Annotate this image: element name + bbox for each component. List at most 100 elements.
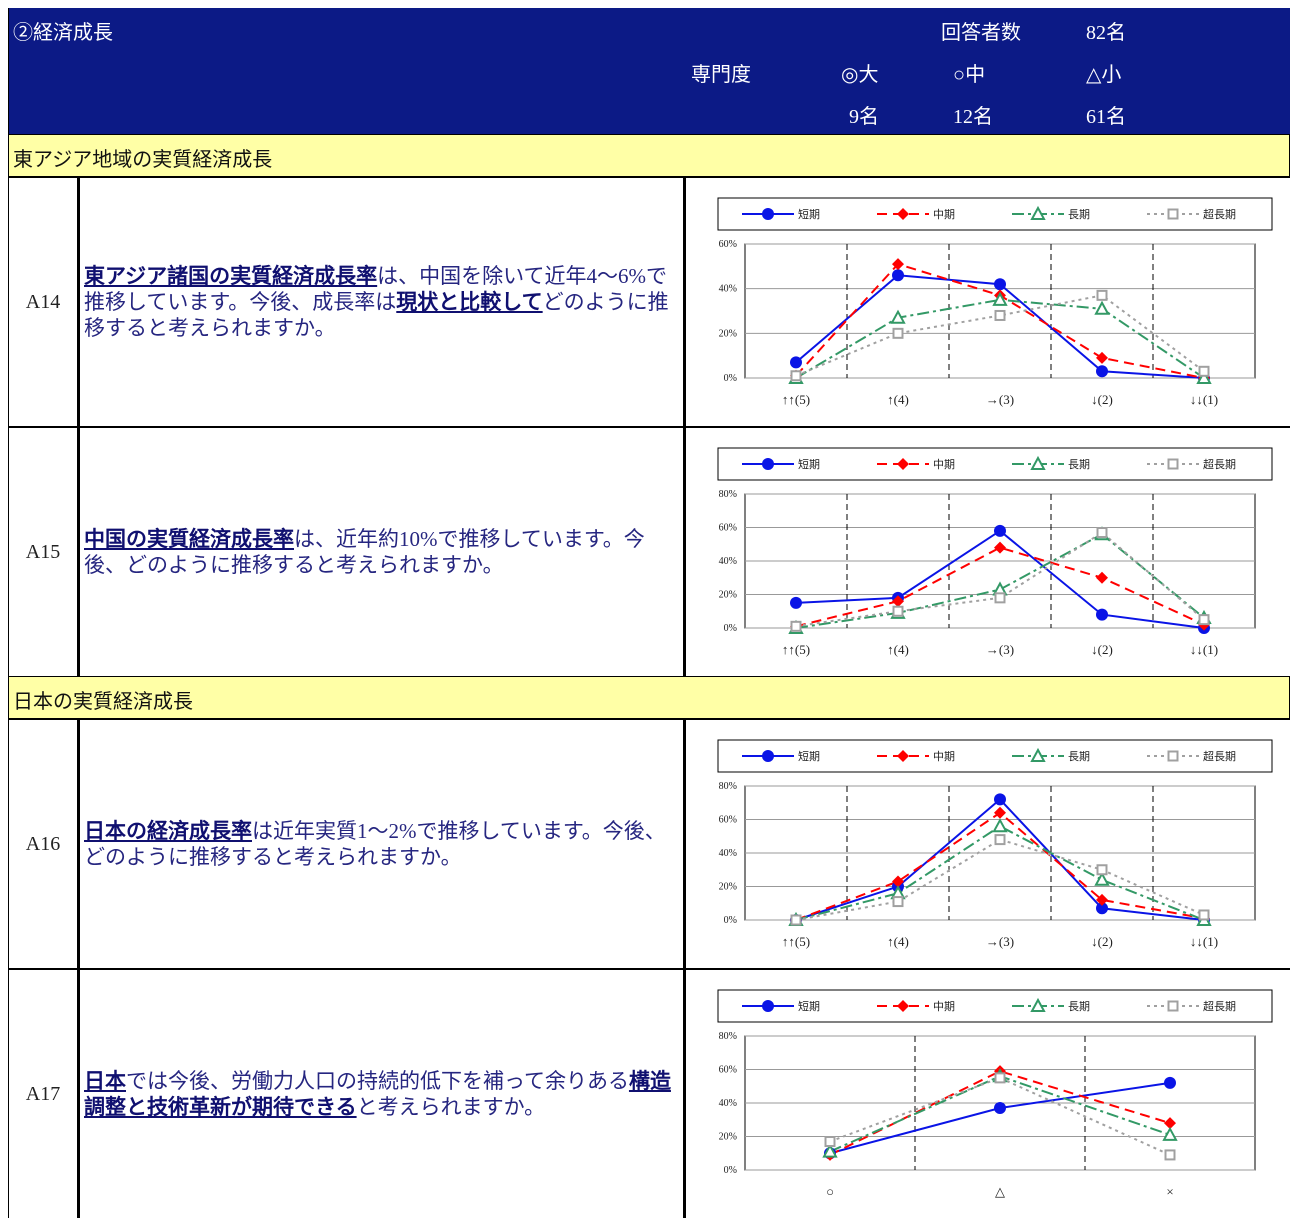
x-tick-label: ↑↑(5)	[782, 934, 810, 949]
marker	[994, 806, 1006, 819]
legend-label: 中期	[933, 458, 955, 471]
y-tick-label: 60%	[719, 239, 737, 250]
marker	[790, 914, 802, 926]
marker	[1096, 902, 1108, 915]
marker	[1096, 893, 1108, 906]
respondents-label: 回答者数	[941, 22, 1021, 44]
question-cell: 中国の実質経済成長率は、近年約10%で推移しています。今後、どのように推移すると…	[80, 428, 686, 676]
marker	[994, 309, 1006, 321]
marker	[1030, 997, 1046, 1012]
question-link[interactable]: 中国の実質経済成長率	[84, 527, 294, 551]
y-tick-label: 0%	[724, 915, 737, 926]
question-link[interactable]: 日本の経済成長率	[84, 819, 252, 843]
header-row: 9名 12名 61名	[8, 92, 1290, 134]
x-tick-label: ↓(2)	[1091, 934, 1113, 949]
legend-box	[717, 989, 1273, 1023]
legend-box	[717, 197, 1273, 231]
legend-label: 長期	[1068, 750, 1090, 763]
marker	[1096, 527, 1108, 539]
legend-label: 短期	[798, 999, 820, 1013]
title: ②経済成長	[13, 22, 113, 44]
legend-label: 超長期	[1203, 207, 1236, 221]
question-segment: どのように推移すると考えられますか。	[84, 290, 669, 340]
legend-label: 超長期	[1203, 749, 1236, 763]
marker	[994, 834, 1006, 846]
question-text: 中国の実質経済成長率は、近年約10%で推移しています。今後、どのように推移すると…	[84, 526, 677, 578]
series-line	[795, 546, 1205, 628]
y-tick-label: 80%	[719, 489, 737, 500]
x-tick-label: ↓↓(1)	[1190, 934, 1218, 949]
y-tick-label: 0%	[724, 1165, 737, 1176]
marker	[1096, 571, 1108, 584]
marker	[762, 750, 774, 762]
chart-cell: 短期 中期 長期 超長期 0% 20% 40% 60% ↑↑(5) ↑(4) →(3) ↓(2) ↓↓(…	[686, 178, 1290, 426]
marker	[994, 1072, 1006, 1084]
question-text: 東アジア諸国の実質経済成長率は、中国を除いて近年4～6%で推移しています。今後、…	[84, 263, 677, 341]
question-link[interactable]: 東アジア諸国の実質経済成長率	[84, 264, 378, 288]
y-tick-label: 40%	[719, 284, 737, 295]
question-link[interactable]: 構造調整と技術革新が期待できる	[84, 1069, 671, 1119]
question-segment: では今後、労働力人口の持続的低下を補って余りある	[126, 1069, 629, 1093]
marker	[824, 1136, 836, 1148]
marker	[994, 592, 1006, 604]
legend-label: 短期	[798, 457, 820, 471]
header-row: 専門度 ◎大 ○中 △小	[8, 50, 1290, 92]
question-segment: は、近年約10%で推移しています。今後、どのように推移すると考えられますか。	[84, 527, 645, 577]
x-tick-label: ↓↓(1)	[1190, 392, 1218, 407]
x-tick-label: →(3)	[986, 642, 1014, 657]
question-link[interactable]: 日本	[84, 1069, 126, 1093]
respondents: 82名	[1086, 22, 1126, 44]
table: ②経済成長 回答者数 82名 専門度 ◎大 ○中 △小 9名 12名 61名 東アジア地…	[8, 8, 1290, 1218]
y-tick-label: 60%	[719, 523, 737, 534]
marker	[994, 541, 1006, 554]
marker	[1162, 1126, 1178, 1141]
marker	[1030, 455, 1046, 470]
marker	[994, 278, 1006, 291]
marker	[790, 356, 802, 369]
question-link[interactable]: 現状と比較して	[396, 290, 543, 314]
x-tick-label: ↑(4)	[887, 934, 909, 949]
legend-label: 中期	[933, 208, 955, 221]
question-row: A14 東アジア諸国の実質経済成長率は、中国を除いて近年4～6%で推移しています。…	[8, 176, 1290, 426]
question-segment: は近年実質1～2%で推移しています。今後、どのように推移すると考えられますか。	[84, 819, 666, 869]
marker	[790, 596, 802, 609]
marker	[1164, 1149, 1176, 1161]
y-tick-label: 0%	[724, 623, 737, 634]
legend-label: 長期	[1068, 458, 1090, 471]
expertise-level: ○中	[953, 64, 986, 86]
expertise-count: 12名	[953, 106, 993, 128]
marker	[762, 458, 774, 470]
expertise-label: 専門度	[691, 64, 751, 86]
question-text: 日本では今後、労働力人口の持続的低下を補って余りある構造調整と技術革新が期待でき…	[84, 1068, 677, 1120]
series-line	[795, 825, 1205, 921]
marker	[1094, 300, 1110, 315]
marker	[890, 309, 906, 324]
question-segment: は、中国を除いて近年4～6%で推移しています。今後、成長率は	[84, 264, 668, 314]
chart: 短期 中期 長期 超長期 0% 20% 40% 60% ↑↑(5) ↑(4) →(3) ↓(2) ↓↓(…	[717, 197, 1273, 407]
marker	[762, 1000, 774, 1012]
legend-label: 中期	[933, 750, 955, 763]
y-tick-label: 60%	[719, 1065, 737, 1076]
marker	[1196, 369, 1212, 384]
legend-label: 短期	[798, 749, 820, 763]
x-tick-label: ×	[1166, 1184, 1173, 1199]
y-tick-label: 20%	[719, 590, 737, 601]
marker	[1198, 614, 1210, 626]
question-id: A17	[8, 970, 80, 1218]
y-tick-label: 20%	[719, 328, 737, 339]
legend-box	[717, 447, 1273, 481]
y-tick-label: 40%	[719, 1098, 737, 1109]
marker	[897, 458, 909, 470]
marker	[1164, 1076, 1176, 1089]
x-tick-label: ↑(4)	[887, 642, 909, 657]
question-segment: と考えられますか。	[356, 1095, 546, 1119]
series-line	[795, 298, 1205, 379]
question-row: A17 日本では今後、労働力人口の持続的低下を補って余りある構造調整と技術革新が期…	[8, 968, 1290, 1218]
marker	[892, 595, 904, 608]
marker	[1198, 909, 1210, 921]
chart: 短期 中期 長期 超長期 0% 20% 40% 60% 80% ↑↑(5) ↑(4) →(3) ↓(2)…	[717, 447, 1273, 657]
marker	[994, 793, 1006, 806]
marker	[897, 750, 909, 762]
marker	[1096, 351, 1108, 364]
